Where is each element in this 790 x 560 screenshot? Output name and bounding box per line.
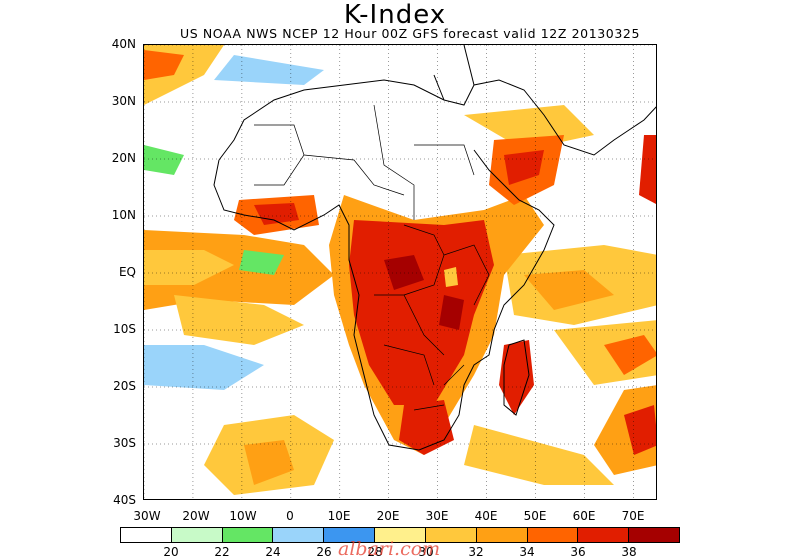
color-legend-bar: [120, 527, 680, 543]
legend-label: 38: [621, 545, 637, 559]
x-tick-label: 70E: [621, 509, 645, 523]
map-subtitle: US NOAA NWS NCEP 12 Hour 00Z GFS forecas…: [179, 26, 641, 41]
legend-swatch: [324, 528, 376, 542]
field-africa-core: [234, 135, 564, 455]
country-borders: [254, 104, 490, 411]
y-tick-label: 10N: [111, 208, 136, 222]
legend-swatch: [222, 528, 274, 542]
legend-label: 34: [519, 545, 535, 559]
x-tick-label: 20W: [182, 509, 210, 523]
y-tick-label: 10S: [113, 322, 136, 336]
legend-label: 20: [163, 545, 179, 559]
y-tick-label: 40N: [111, 37, 136, 51]
x-tick-label: 20E: [376, 509, 400, 523]
k-index-map: [143, 44, 657, 500]
x-tick-label: 30W: [133, 509, 161, 523]
x-tick-label: 10W: [229, 509, 257, 523]
x-tick-label: 50E: [523, 509, 547, 523]
y-tick-label: 40S: [113, 493, 136, 507]
x-tick-label: 10E: [327, 509, 351, 523]
y-tick-label: 20N: [111, 151, 136, 165]
legend-swatch: [578, 528, 630, 542]
y-tick-label: 30N: [111, 94, 136, 108]
legend-swatch: [476, 528, 528, 542]
field-ocean-bands: [144, 45, 656, 495]
legend-label: 28: [367, 545, 383, 559]
legend-label: 26: [316, 545, 332, 559]
legend-swatch: [425, 528, 477, 542]
y-tick-label: EQ: [118, 265, 136, 279]
y-tick-label: 30S: [113, 436, 136, 450]
legend-swatch: [527, 528, 579, 542]
x-tick-label: 30E: [425, 509, 449, 523]
legend-swatch: [375, 528, 426, 542]
legend-swatch: [121, 528, 172, 542]
legend-label: 36: [570, 545, 586, 559]
coastlines: [213, 45, 656, 451]
legend-swatch: [629, 528, 679, 542]
x-tick-label: 0: [286, 509, 294, 523]
legend-label: 30: [418, 545, 434, 559]
legend-swatch: [273, 528, 325, 542]
map-svg: [144, 45, 656, 499]
graticule: [144, 45, 656, 499]
legend-label: 32: [468, 545, 484, 559]
legend-swatch: [171, 528, 223, 542]
legend-label: 24: [265, 545, 281, 559]
map-title: K-Index: [343, 0, 447, 30]
x-tick-label: 40E: [474, 509, 498, 523]
y-tick-label: 20S: [113, 379, 136, 393]
legend-label: 22: [214, 545, 230, 559]
x-tick-label: 60E: [572, 509, 596, 523]
watermark-text: albari.com: [338, 538, 441, 560]
